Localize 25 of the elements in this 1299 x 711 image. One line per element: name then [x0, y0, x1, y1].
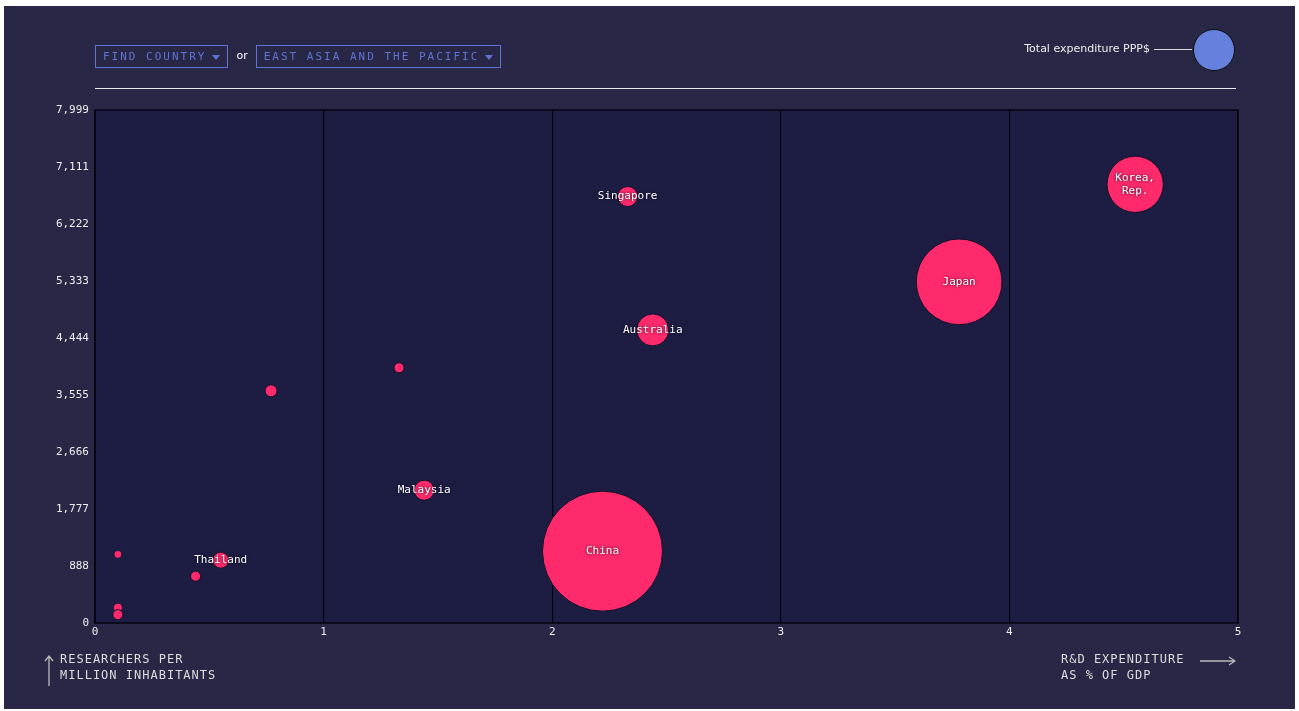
x-axis-title: R&D EXPENDITURE AS % OF GDP [1061, 651, 1186, 683]
y-tick-label: 0 [82, 615, 89, 629]
x-tick-label: 0 [91, 625, 99, 639]
x-tick-label: 1 [320, 625, 327, 639]
y-tick-label: 7,111 [55, 159, 89, 173]
x-tick-label: 3 [777, 625, 785, 639]
y-tick-label: 3,555 [55, 387, 89, 401]
y-tick-label: 1,777 [55, 501, 89, 515]
text: or [236, 49, 248, 62]
annotation: Korea, Rep. [1115, 170, 1156, 197]
y-tick-label: 7,999 [55, 102, 89, 116]
x-tick-label: 4 [1006, 625, 1014, 639]
y-tick-label: 6,222 [55, 216, 89, 230]
annotation: Japan [942, 274, 976, 288]
text: FIND COUNTRY [103, 50, 207, 63]
legend-title: Total expenditure PPP$ [1024, 42, 1150, 55]
x-tick-label: 2 [548, 625, 556, 639]
y-tick-label: 4,444 [55, 330, 90, 344]
y-tick-label: 5,333 [55, 273, 89, 287]
y-tick-label: 2,666 [55, 444, 89, 458]
annotation: China [585, 544, 620, 558]
text: EAST ASIA AND THE PACIFIC [263, 50, 480, 63]
y-tick-label: 888 [69, 558, 89, 572]
x-tick-label: 5 [1234, 625, 1242, 639]
y-axis-title: RESEARCHERS PER MILLION INHABITANTS [60, 651, 218, 683]
